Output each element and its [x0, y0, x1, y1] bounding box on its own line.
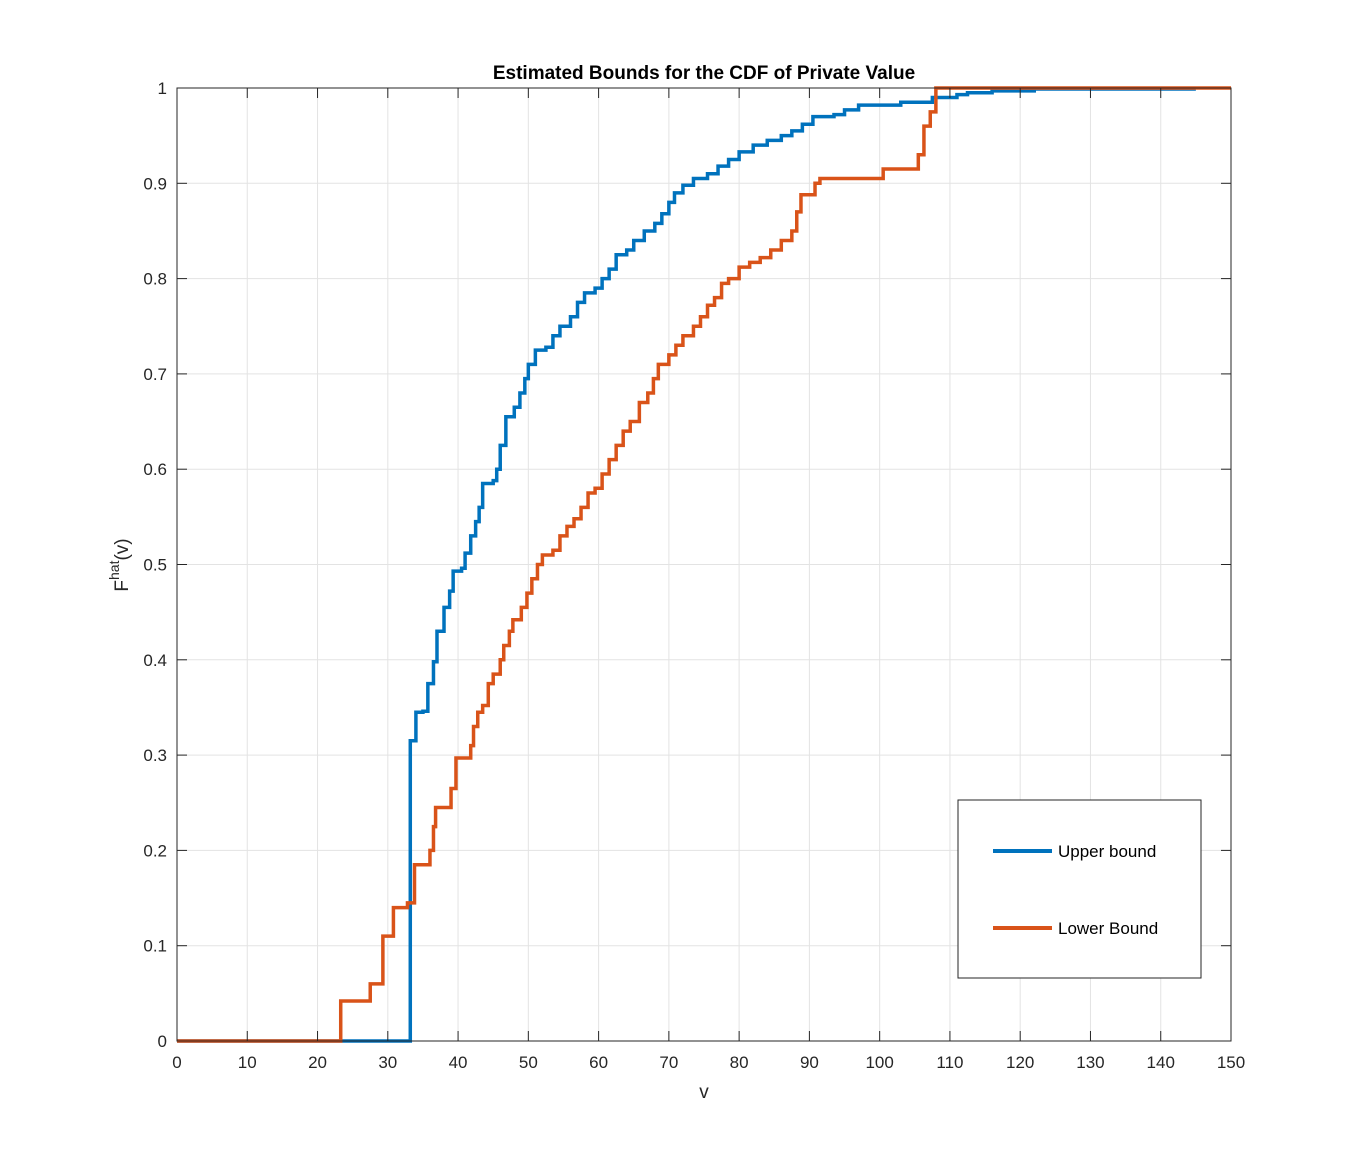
x-tick-label: 150	[1217, 1053, 1245, 1072]
series-line-upper-bound	[177, 87, 1196, 1043]
x-tick-label: 60	[589, 1053, 608, 1072]
legend-box	[957, 799, 1202, 979]
x-tick-label: 120	[1006, 1053, 1034, 1072]
y-tick-label: 0.5	[143, 556, 167, 575]
series-layer	[177, 86, 1231, 1043]
x-tick-label: 30	[378, 1053, 397, 1072]
series-line-lower-bound	[177, 86, 1231, 1043]
y-tick-label: 0.4	[143, 651, 167, 670]
y-tick-label: 0.7	[143, 365, 167, 384]
legend: Upper bound Lower Bound	[957, 799, 1202, 979]
legend-label-upper: Upper bound	[1058, 842, 1156, 861]
x-tick-label: 20	[308, 1053, 327, 1072]
x-axis-label: v	[699, 1082, 709, 1103]
y-axis-label-sup: hat	[106, 560, 122, 580]
x-tick-label: 40	[449, 1053, 468, 1072]
x-tick-label: 130	[1076, 1053, 1104, 1072]
x-tick-label: 110	[936, 1053, 963, 1072]
svg-text:Fhat(v): Fhat(v)	[106, 538, 133, 591]
x-tick-label: 50	[519, 1053, 538, 1072]
x-tick-label: 80	[730, 1053, 749, 1072]
x-tick-label: 140	[1147, 1053, 1175, 1072]
y-tick-label: 1	[158, 79, 167, 98]
x-tick-label: 70	[659, 1053, 678, 1072]
y-tick-label: 0.9	[143, 174, 167, 193]
y-tick-label: 0.8	[143, 270, 167, 289]
axis-ticks: 0 10 20 30 40 50 60 70 80 90 100 110 120 130 140 150 0 0.…	[143, 79, 1245, 1072]
legend-label-lower: Lower Bound	[1058, 919, 1158, 938]
y-tick-label: 0.6	[143, 460, 167, 479]
chart-title: Estimated Bounds for the CDF of Private …	[493, 63, 915, 84]
x-tick-label: 90	[800, 1053, 819, 1072]
y-tick-label: 0.3	[143, 746, 167, 765]
x-tick-label: 0	[172, 1053, 181, 1072]
x-tick-label: 100	[865, 1053, 893, 1072]
y-tick-label: 0.1	[143, 937, 167, 956]
y-tick-label: 0	[158, 1032, 167, 1051]
grid-lines	[176, 87, 1232, 1042]
x-tick-label: 10	[238, 1053, 257, 1072]
y-axis-label-suffix: (v)	[112, 538, 133, 560]
y-tick-label: 0.2	[143, 841, 167, 860]
y-axis-label-main: F	[112, 580, 133, 592]
y-axis-label: Fhat(v)	[106, 538, 133, 591]
